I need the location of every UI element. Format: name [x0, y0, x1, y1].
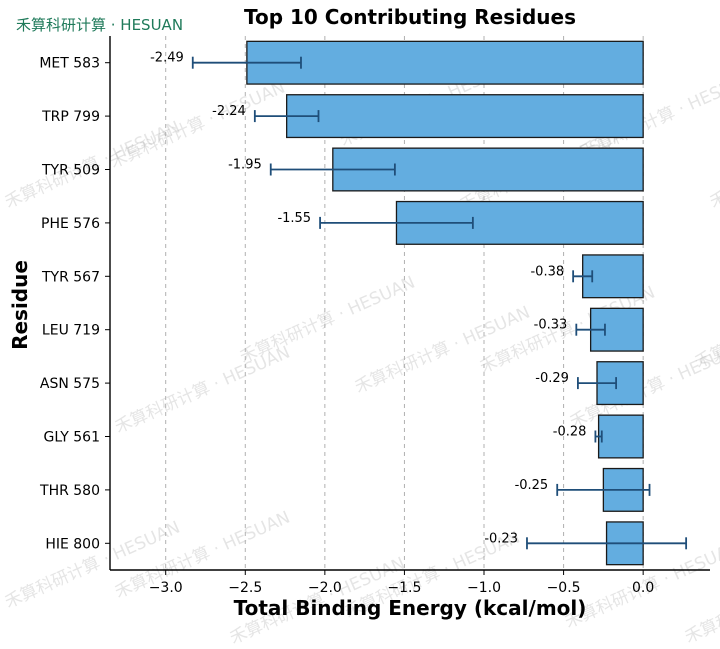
- bar-7: [597, 414, 644, 459]
- bars: -2.49 -2.24 -1.95 -1.55 -0.38 -0.33 -0.29 -0.28…: [150, 40, 688, 566]
- x-tick-label-3: −1.5: [387, 580, 421, 596]
- x-tick-label-4: −1.0: [467, 580, 501, 596]
- axes: MET 583 TRP 799 TYR 509 PHE 576 TYR 567 LEU 7…: [39, 36, 710, 596]
- data-label-8: -0.25: [515, 478, 549, 493]
- y-tick-label-7: GLY 561: [43, 430, 100, 446]
- data-label-5: -0.33: [534, 318, 568, 333]
- x-axis-label: Total Binding Energy (kcal/mol): [234, 596, 587, 620]
- y-tick-label-5: LEU 719: [42, 323, 100, 339]
- data-label-9: -0.23: [484, 531, 518, 546]
- data-label-2: -1.95: [228, 158, 262, 173]
- y-tick-label-0: MET 583: [39, 56, 100, 72]
- x-tick-label-5: −0.5: [547, 580, 581, 596]
- data-label-0: -2.49: [150, 51, 184, 66]
- y-tick-label-2: TYR 509: [41, 163, 100, 179]
- x-tick-label-0: −3.0: [149, 580, 183, 596]
- bar-chart: Top 10 Contributing Residues Total Bindi…: [8, 5, 710, 620]
- y-tick-label-1: TRP 799: [41, 109, 100, 125]
- y-tick-label-8: THR 580: [39, 483, 100, 499]
- chart-title: Top 10 Contributing Residues: [244, 5, 576, 29]
- data-label-7: -0.28: [553, 425, 587, 440]
- y-tick-label-3: PHE 576: [41, 216, 100, 232]
- x-tick-label-1: −2.5: [228, 580, 262, 596]
- y-tick-label-9: HIE 800: [45, 536, 100, 552]
- watermark-brand: 禾算科研计算 · HESUAN: [16, 16, 184, 34]
- bar-1: [286, 94, 644, 139]
- y-tick-label-6: ASN 575: [40, 376, 100, 392]
- data-label-1: -2.24: [212, 104, 246, 119]
- data-label-3: -1.55: [277, 211, 311, 226]
- x-tick-label-2: −2.0: [308, 580, 342, 596]
- data-label-4: -0.38: [530, 264, 564, 279]
- y-axis-label: Residue: [8, 260, 32, 350]
- bar-0: [246, 40, 644, 85]
- y-tick-label-4: TYR 567: [41, 269, 100, 285]
- data-label-6: -0.29: [535, 371, 569, 386]
- x-tick-label-6: 0.0: [632, 580, 654, 596]
